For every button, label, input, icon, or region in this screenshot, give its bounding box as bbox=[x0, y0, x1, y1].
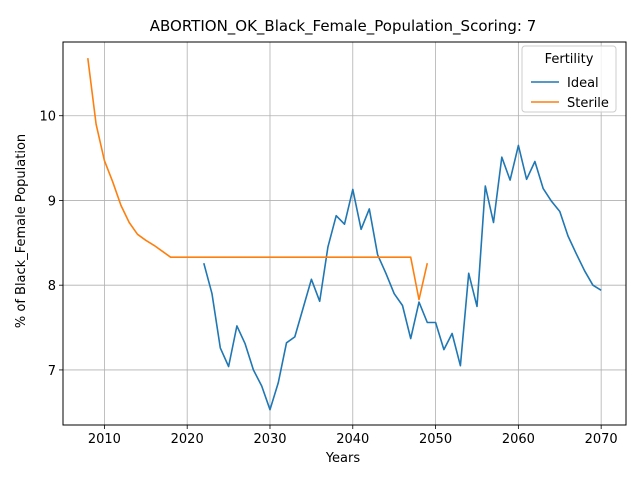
axis-ticks: 2010 2020 2030 2040 2050 2060 2070 7 8 9 10 bbox=[39, 110, 617, 447]
series-line-ideal bbox=[203, 144, 602, 411]
y-tick-label: 7 bbox=[48, 364, 56, 379]
y-tick-label: 9 bbox=[48, 194, 56, 209]
x-tick-label: 2060 bbox=[502, 432, 535, 447]
legend-label-sterile: Sterile bbox=[567, 96, 609, 111]
y-axis-title: % of Black_Female Population bbox=[14, 134, 29, 328]
x-tick-label: 2050 bbox=[419, 432, 452, 447]
x-tick-label: 2010 bbox=[88, 432, 121, 447]
x-axis-title: Years bbox=[325, 451, 361, 466]
x-tick-label: 2020 bbox=[171, 432, 204, 447]
x-tick-label: 2040 bbox=[336, 432, 369, 447]
y-tick-label: 8 bbox=[48, 279, 56, 294]
legend-box bbox=[521, 45, 617, 113]
plot-frame bbox=[62, 41, 627, 426]
legend: Fertility Ideal Sterile bbox=[521, 45, 617, 113]
grid-lines bbox=[63, 42, 626, 425]
data-lines bbox=[87, 58, 602, 411]
legend-label-ideal: Ideal bbox=[567, 76, 599, 91]
x-tick-label: 2070 bbox=[585, 432, 618, 447]
x-tick-label: 2030 bbox=[253, 432, 286, 447]
y-tick-label: 10 bbox=[39, 110, 56, 125]
series-line-sterile bbox=[87, 58, 429, 301]
chart-title: ABORTION_OK_Black_Female_Population_Scor… bbox=[150, 17, 536, 36]
legend-title: Fertility bbox=[545, 52, 594, 67]
